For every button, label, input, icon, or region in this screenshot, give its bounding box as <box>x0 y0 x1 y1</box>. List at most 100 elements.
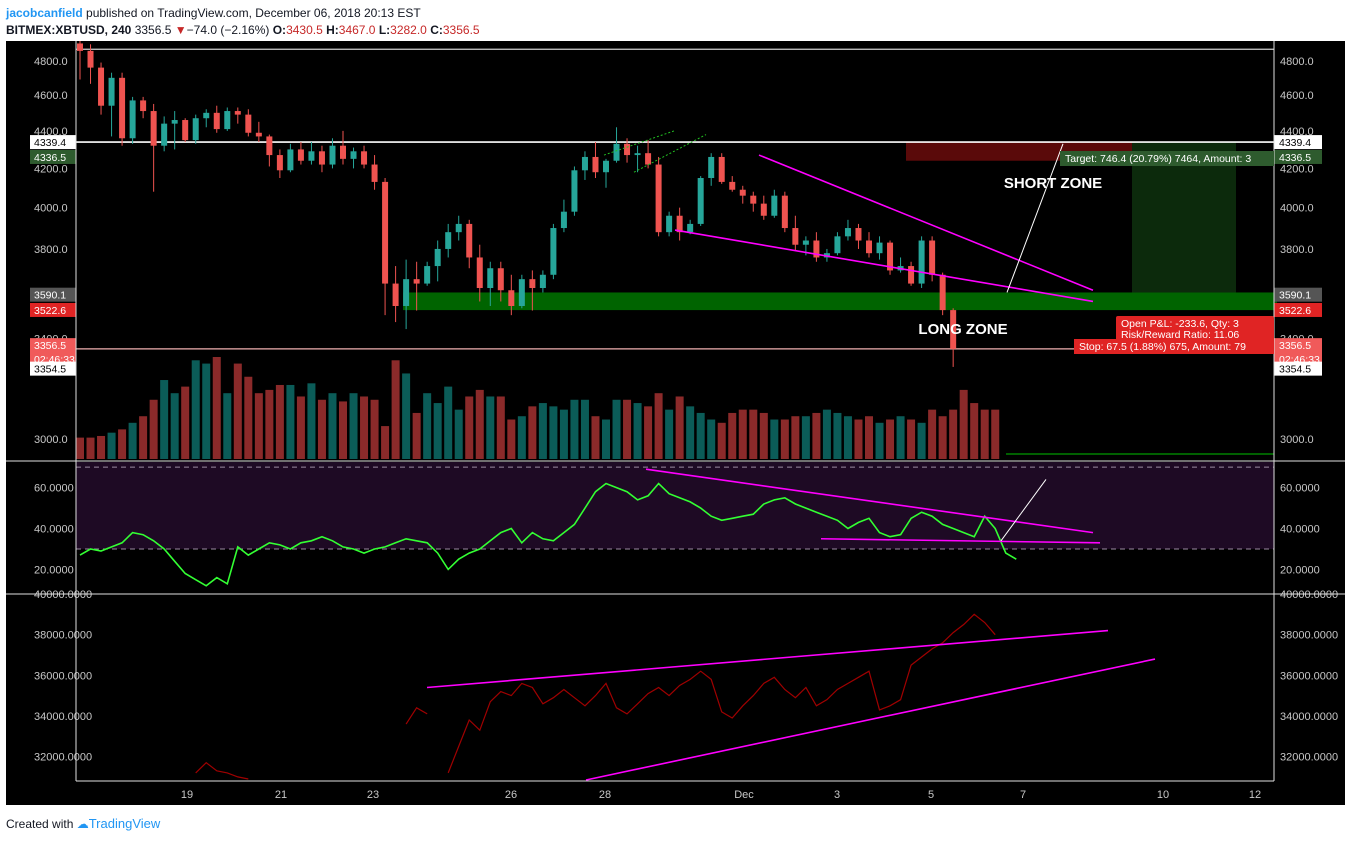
candle-body[interactable] <box>266 136 273 156</box>
candle-body[interactable] <box>592 156 599 173</box>
candle-body[interactable] <box>77 43 83 51</box>
candle-body[interactable] <box>434 248 441 267</box>
wedge-lower-trendline[interactable] <box>674 229 1094 303</box>
candle-body[interactable] <box>529 279 536 289</box>
candle-body[interactable] <box>234 111 241 115</box>
obv-upper-trendline[interactable] <box>426 629 1109 689</box>
candle-body[interactable] <box>340 145 346 159</box>
candle-body[interactable] <box>476 257 483 289</box>
candle-body[interactable] <box>834 236 841 254</box>
candle-body[interactable] <box>224 111 231 130</box>
candle-body[interactable] <box>245 114 252 133</box>
candle-body[interactable] <box>929 240 936 275</box>
candle-body[interactable] <box>329 145 336 165</box>
candle-body[interactable] <box>161 123 168 146</box>
candle-body[interactable] <box>739 189 746 196</box>
candle-body[interactable] <box>645 153 652 165</box>
candle-body[interactable] <box>655 164 662 233</box>
candle-body[interactable] <box>844 228 851 237</box>
candle-body[interactable] <box>171 120 178 124</box>
rsi-upper-trendline[interactable] <box>645 468 1094 534</box>
candle-body[interactable] <box>666 215 673 233</box>
candle-body[interactable] <box>581 156 588 171</box>
author-link[interactable]: jacobcanfield <box>6 6 83 20</box>
rsi-line[interactable] <box>79 482 1017 587</box>
candle-body[interactable] <box>350 151 357 159</box>
candle-body[interactable] <box>98 67 105 106</box>
candle-body[interactable] <box>718 156 725 182</box>
tradingview-link[interactable]: TradingView <box>88 816 161 831</box>
candle-body[interactable] <box>813 240 820 258</box>
wedge-upper-trendline[interactable] <box>758 154 1094 291</box>
candle-body[interactable] <box>413 279 420 284</box>
candle-body[interactable] <box>950 310 957 349</box>
candle-body[interactable] <box>466 223 473 258</box>
rsi-lower-trendline[interactable] <box>820 537 1101 544</box>
price-arrow-line[interactable] <box>1006 143 1064 293</box>
obv-line[interactable] <box>195 613 996 780</box>
target-label-box[interactable] <box>1060 151 1274 166</box>
candle-body[interactable] <box>445 232 452 249</box>
candle-body[interactable] <box>550 228 557 275</box>
candle-body[interactable] <box>203 112 210 119</box>
candle-body[interactable] <box>308 151 315 161</box>
candle-body[interactable] <box>424 266 431 284</box>
candle-body[interactable] <box>518 279 525 306</box>
candle-body[interactable] <box>760 203 767 216</box>
candle-body[interactable] <box>876 242 883 254</box>
candle-body[interactable] <box>613 143 620 161</box>
candle-body[interactable] <box>129 100 136 139</box>
candle-body[interactable] <box>318 151 325 165</box>
candle-body[interactable] <box>634 153 641 156</box>
candle-body[interactable] <box>792 228 799 245</box>
candle-body[interactable] <box>192 118 199 141</box>
trading-chart[interactable]: 3000.03000.03400.03400.03800.03800.04000… <box>6 41 1345 805</box>
candle-body[interactable] <box>560 211 567 229</box>
candle-body[interactable] <box>255 132 262 137</box>
rsi-arrow-line[interactable] <box>1000 479 1047 542</box>
candle-body[interactable] <box>887 242 894 271</box>
candle-body[interactable] <box>497 268 504 291</box>
pl-label-box[interactable] <box>1116 316 1274 341</box>
candle-body[interactable] <box>150 111 157 146</box>
candle-body[interactable] <box>140 100 147 112</box>
stop-label-box[interactable] <box>1074 339 1274 354</box>
candle-body[interactable] <box>108 77 115 106</box>
candle-body[interactable] <box>676 215 683 233</box>
candle-body[interactable] <box>687 223 694 233</box>
candle-body[interactable] <box>781 195 788 229</box>
candle-body[interactable] <box>855 228 862 241</box>
candle-body[interactable] <box>487 268 494 289</box>
candle-body[interactable] <box>603 160 609 173</box>
candle-body[interactable] <box>802 240 809 245</box>
candle-body[interactable] <box>750 195 757 204</box>
candle-body[interactable] <box>624 143 631 156</box>
candle-body[interactable] <box>119 77 126 139</box>
candle-body[interactable] <box>287 149 294 171</box>
candle-body[interactable] <box>382 181 389 284</box>
candle-body[interactable] <box>87 50 94 68</box>
candle-body[interactable] <box>455 223 462 233</box>
candle-body[interactable] <box>371 164 378 182</box>
candle-body[interactable] <box>213 112 220 130</box>
candle-body[interactable] <box>866 240 872 254</box>
candle-body[interactable] <box>697 178 704 224</box>
candle-body[interactable] <box>403 279 410 306</box>
candle-body[interactable] <box>276 155 283 171</box>
candle-body[interactable] <box>508 290 515 306</box>
candle-body[interactable] <box>361 151 368 165</box>
candle-body[interactable] <box>939 274 946 311</box>
candle-body[interactable] <box>771 195 778 216</box>
candle-body[interactable] <box>539 274 546 289</box>
long-zone-rect[interactable] <box>403 292 1277 311</box>
candle-body[interactable] <box>908 266 915 284</box>
candle-body[interactable] <box>918 240 925 284</box>
candle-body[interactable] <box>729 181 736 190</box>
candle-body[interactable] <box>571 170 578 212</box>
candle-body[interactable] <box>708 156 715 179</box>
high-value: 3467.0 <box>338 23 376 37</box>
candle-body[interactable] <box>392 283 399 306</box>
obv-lower-trendline[interactable] <box>585 658 1156 781</box>
candle-body[interactable] <box>297 149 304 161</box>
candle-body[interactable] <box>182 120 189 141</box>
